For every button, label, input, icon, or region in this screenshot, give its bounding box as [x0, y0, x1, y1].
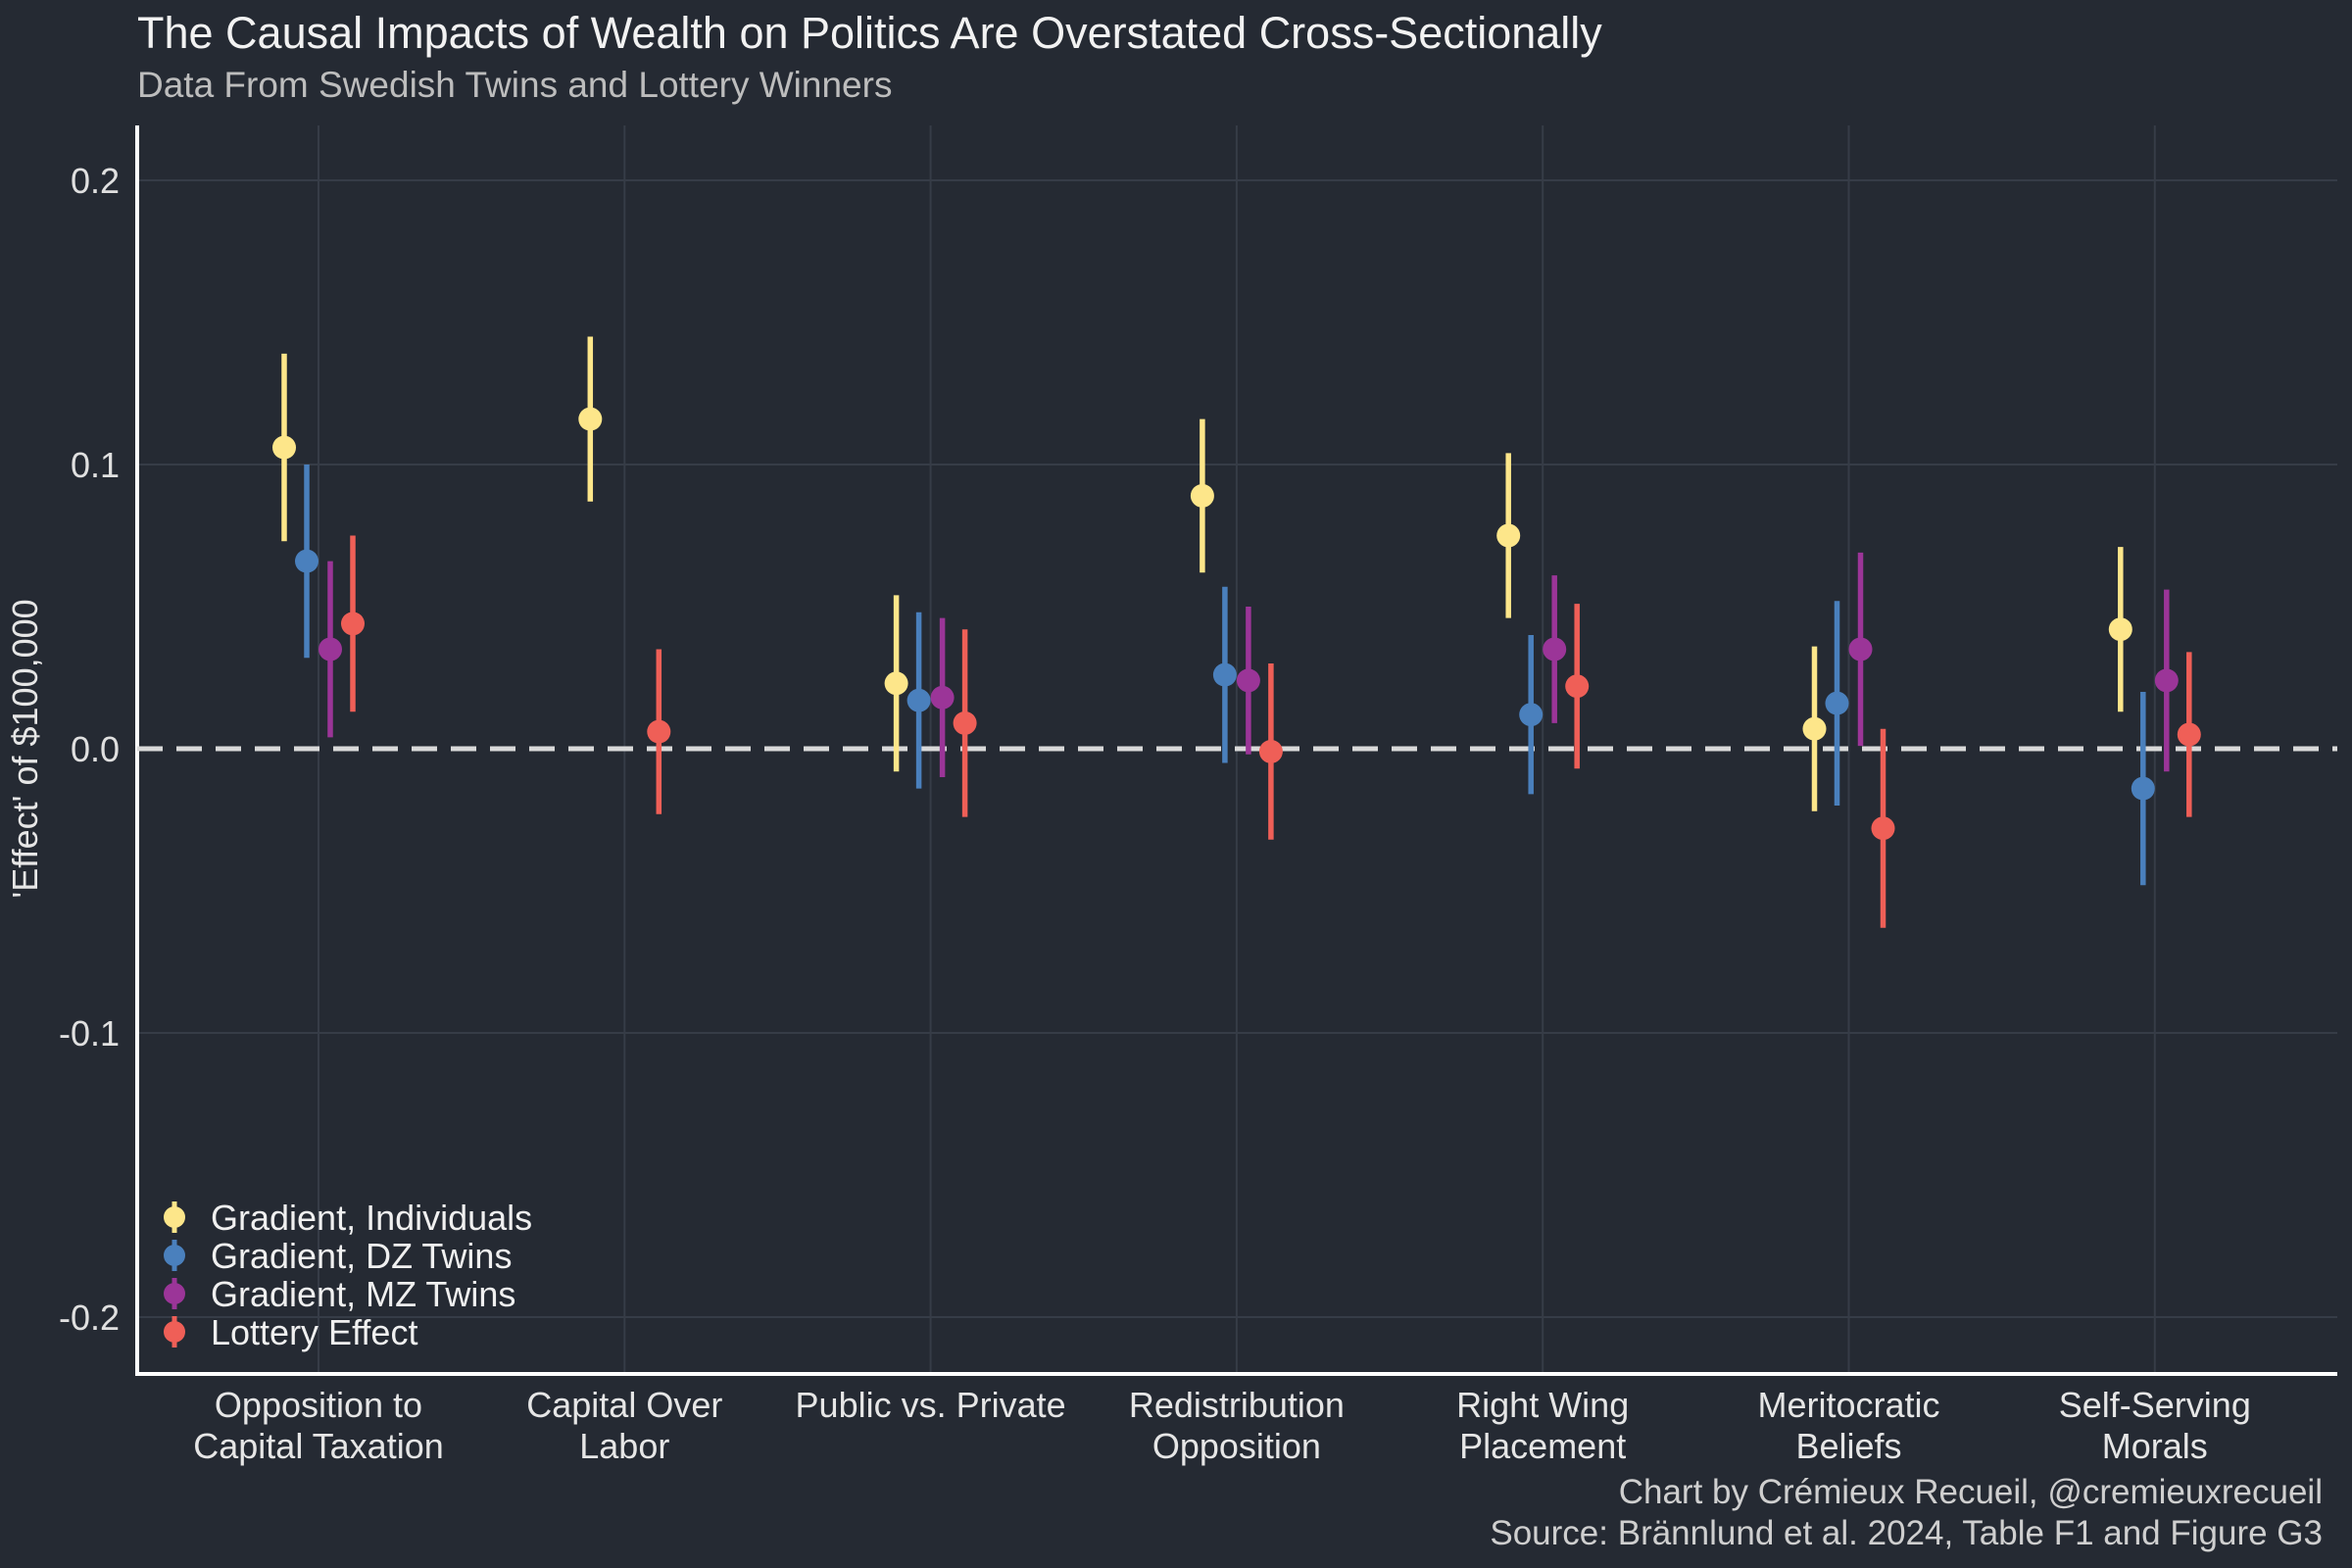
chart-title: The Causal Impacts of Wealth on Politics… [137, 8, 1602, 58]
data-point [884, 671, 908, 696]
data-point [1258, 739, 1283, 763]
data-point [341, 612, 365, 636]
y-tick-label: -0.1 [59, 1013, 120, 1054]
chart-subtitle: Data From Swedish Twins and Lottery Winn… [137, 65, 893, 105]
chart-caption: Chart by Crémieux Recueil, @cremieuxrecu… [1490, 1472, 2323, 1554]
y-tick-label: 0.1 [71, 445, 120, 485]
x-tick-label: Self-Serving Morals [2059, 1385, 2251, 1466]
legend-label: Gradient, MZ Twins [211, 1274, 515, 1314]
axes: 0.2 0.1 0.0 -0.1 -0.2 Opposition to Capital Ta… [5, 125, 2337, 1466]
x-tick-label-line: Beliefs [1795, 1426, 1901, 1466]
data-point [272, 435, 296, 460]
legend-key-point [164, 1206, 185, 1228]
data-point [647, 719, 671, 744]
x-tick-label: Meritocratic Beliefs [1757, 1385, 1939, 1466]
caption-source: Source: Brännlund et al. 2024, Table F1 … [1490, 1514, 2323, 1552]
x-tick-label: Right Wing Placement [1456, 1385, 1629, 1466]
x-tick-label-line: Meritocratic [1757, 1385, 1939, 1425]
x-tick-label-line: Opposition to [215, 1385, 422, 1425]
data-point [2154, 668, 2179, 693]
y-tick-label: 0.0 [71, 729, 120, 769]
data-point [1871, 816, 1895, 841]
y-axis-title: 'Effect' of $100,000 [5, 599, 45, 898]
legend-key-point [164, 1283, 185, 1304]
data-point [1236, 668, 1260, 693]
data-point [1543, 637, 1567, 662]
data-point [1802, 716, 1827, 741]
x-tick-label-line: Opposition [1152, 1426, 1321, 1466]
data-point [1848, 637, 1873, 662]
data-point [930, 685, 955, 710]
data-point [906, 688, 931, 712]
legend-label: Gradient, DZ Twins [211, 1236, 512, 1276]
x-tick-label-line: Placement [1459, 1426, 1626, 1466]
data-point [1190, 483, 1214, 508]
caption-credit: Chart by Crémieux Recueil, @cremieuxrecu… [1618, 1473, 2323, 1511]
data-point [1496, 523, 1521, 548]
x-tick-label: Redistribution Opposition [1129, 1385, 1345, 1466]
x-tick-label-line: Labor [579, 1426, 669, 1466]
data-point [953, 710, 977, 735]
data-point [1519, 703, 1544, 727]
y-tick-label: -0.2 [59, 1298, 120, 1338]
data-point [1212, 662, 1237, 687]
data-point [2177, 722, 2201, 747]
data-point [295, 549, 318, 573]
data-point [2131, 776, 2155, 801]
data-marks [272, 336, 2201, 928]
data-point [318, 637, 342, 662]
x-tick-label-line: Morals [2102, 1426, 2208, 1466]
x-tick-label-line: Capital Taxation [193, 1426, 444, 1466]
x-tick-label-line: Public vs. Private [796, 1385, 1066, 1425]
legend-key-point [164, 1321, 185, 1343]
y-tick-label: 0.2 [71, 161, 120, 201]
x-tick-label-line: Self-Serving [2059, 1385, 2251, 1425]
x-tick-label-line: Redistribution [1129, 1385, 1345, 1425]
legend-key-point [164, 1245, 185, 1266]
legend-label: Lottery Effect [211, 1312, 417, 1352]
data-point [1565, 674, 1590, 699]
x-tick-label: Opposition to Capital Taxation [193, 1385, 444, 1466]
data-point [1825, 691, 1849, 715]
x-tick-label: Public vs. Private [796, 1385, 1066, 1425]
legend-label: Gradient, Individuals [211, 1198, 532, 1238]
data-point [2108, 617, 2132, 642]
x-tick-label-line: Right Wing [1456, 1385, 1629, 1425]
x-tick-label: Capital Over Labor [526, 1385, 722, 1466]
x-tick-label-line: Capital Over [526, 1385, 722, 1425]
data-point [578, 407, 603, 431]
